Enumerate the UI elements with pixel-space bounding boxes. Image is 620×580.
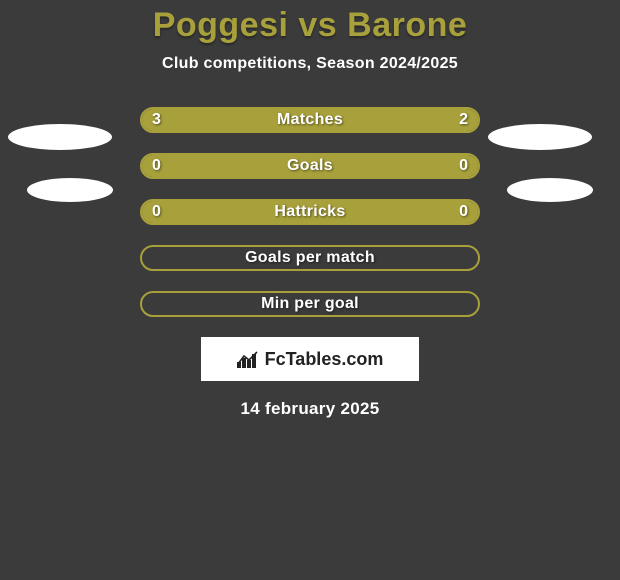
- stat-bar: [140, 107, 480, 133]
- stat-row: Matches32: [0, 107, 620, 133]
- stat-row: Hattricks00: [0, 199, 620, 225]
- stat-bar: [140, 291, 480, 317]
- stat-bar-fill-right: [310, 155, 478, 177]
- page-title: Poggesi vs Barone: [0, 0, 620, 45]
- stat-value-right: 0: [459, 153, 468, 179]
- stat-row: Goals per match: [0, 245, 620, 271]
- stat-bar-fill-left: [142, 109, 344, 131]
- stat-value-left: 0: [152, 199, 161, 225]
- stat-bar-fill-right: [310, 201, 478, 223]
- stat-value-right: 0: [459, 199, 468, 225]
- stat-bar-fill-left: [142, 155, 310, 177]
- bar-chart-icon: [237, 350, 259, 368]
- date-text: 14 february 2025: [0, 399, 620, 419]
- stat-value-left: 0: [152, 153, 161, 179]
- stat-bar-fill-right: [344, 109, 478, 131]
- source-logo: FcTables.com: [201, 337, 419, 381]
- stat-bar: [140, 245, 480, 271]
- stat-bar: [140, 153, 480, 179]
- stat-value-left: 3: [152, 107, 161, 133]
- stat-row: Min per goal: [0, 291, 620, 317]
- source-logo-text: FcTables.com: [265, 349, 384, 370]
- stat-value-right: 2: [459, 107, 468, 133]
- page-subtitle: Club competitions, Season 2024/2025: [0, 55, 620, 73]
- stat-row: Goals00: [0, 153, 620, 179]
- stat-bar-fill-left: [142, 201, 310, 223]
- stat-bar: [140, 199, 480, 225]
